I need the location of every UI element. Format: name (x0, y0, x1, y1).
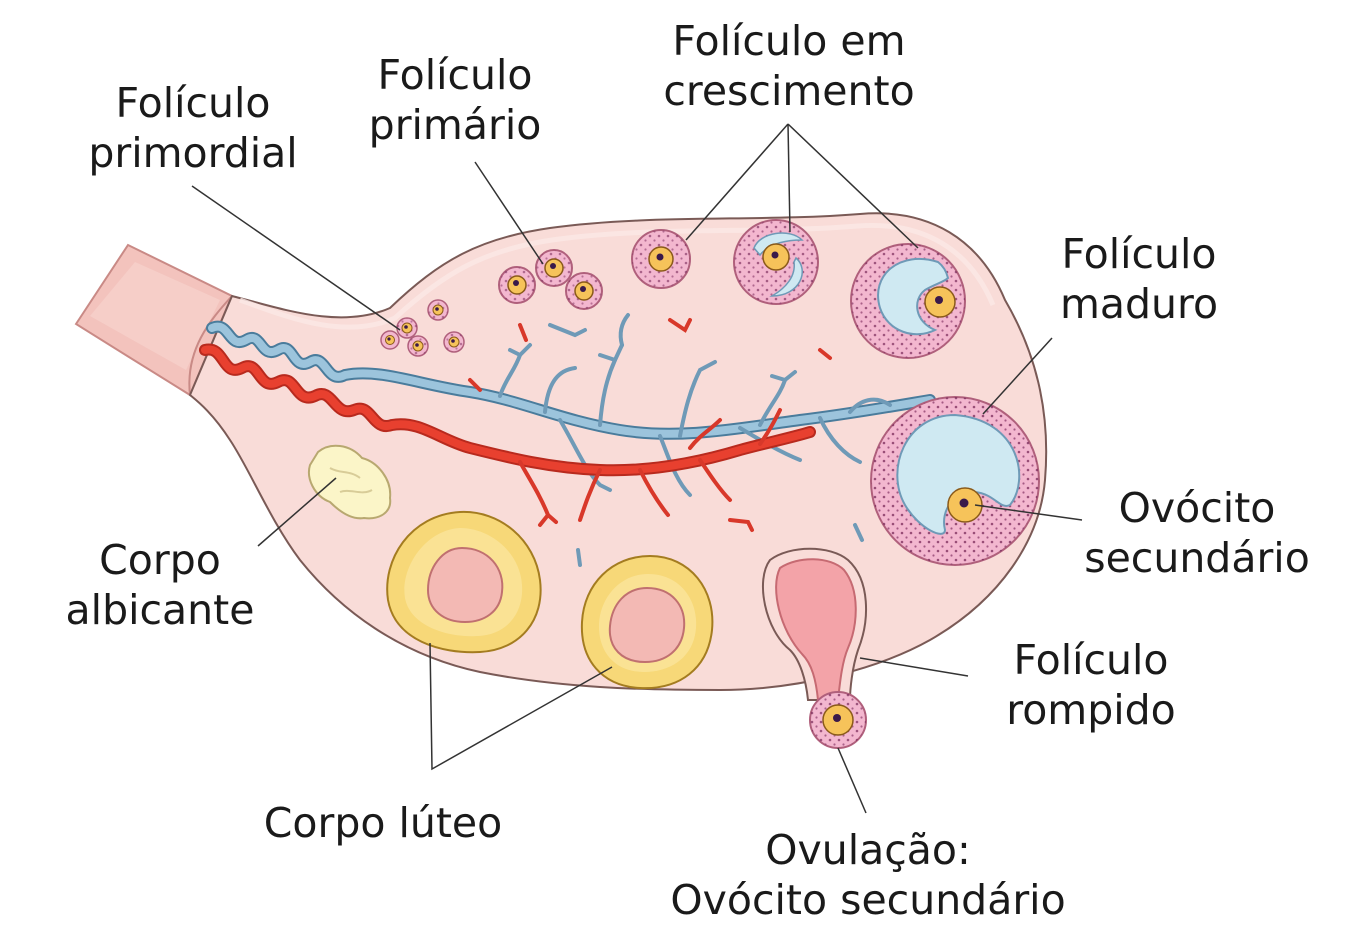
label-growing-follicle: Folículo em crescimento (663, 16, 914, 116)
label-albicans-line2: albicante (65, 586, 255, 634)
label-ruptured-line1: Folículo (1013, 636, 1169, 684)
label-primordial-follicle: Folículo primordial (88, 78, 297, 178)
label-primary-follicle: Folículo primário (369, 50, 542, 150)
label-ruptured-line2: rompido (1006, 686, 1176, 734)
label-primary-line2: primário (368, 101, 542, 149)
label-corpus-albicans: Corpo albicante (66, 535, 255, 635)
label-luteum-line1: Corpo lúteo (263, 799, 503, 847)
label-mature-follicle: Folículo maduro (1060, 229, 1218, 329)
label-corpus-luteum: Corpo lúteo (264, 798, 502, 848)
corpus-luteum-2 (580, 554, 714, 690)
growing-follicle-medium (733, 219, 819, 305)
primordial-follicles (380, 299, 465, 357)
leader-lines (191, 123, 1083, 814)
label-albicans-line1: Corpo (99, 536, 221, 584)
label-growing-line2: crescimento (663, 67, 915, 115)
corpus-luteum-1 (386, 510, 542, 654)
mature-follicle (870, 396, 1040, 566)
label-mature-line1: Folículo (1061, 230, 1217, 278)
growing-follicle-large (850, 243, 966, 359)
label-ovulation: Ovulação: Ovócito secundário (670, 825, 1065, 925)
label-ovulation-line1: Ovulação: (765, 826, 971, 874)
ruptured-follicle (762, 547, 867, 701)
label-growing-line1: Folículo em (672, 17, 906, 65)
label-oocyte-line1: Ovócito (1118, 484, 1276, 532)
label-ovulation-line2: Ovócito secundário (670, 876, 1066, 924)
label-mature-line2: maduro (1059, 280, 1219, 328)
label-ruptured-follicle: Folículo rompido (1006, 635, 1176, 735)
label-primordial-line2: primordial (88, 129, 298, 177)
label-primary-line1: Folículo (377, 51, 533, 99)
growing-follicle-small (631, 229, 691, 289)
ovulated-oocyte (809, 691, 867, 749)
label-secondary-oocyte: Ovócito secundário (1084, 483, 1310, 583)
label-primordial-line1: Folículo (115, 79, 271, 127)
label-oocyte-line2: secundário (1084, 534, 1310, 582)
primary-follicles (498, 249, 603, 310)
corpus-albicans (308, 444, 392, 520)
